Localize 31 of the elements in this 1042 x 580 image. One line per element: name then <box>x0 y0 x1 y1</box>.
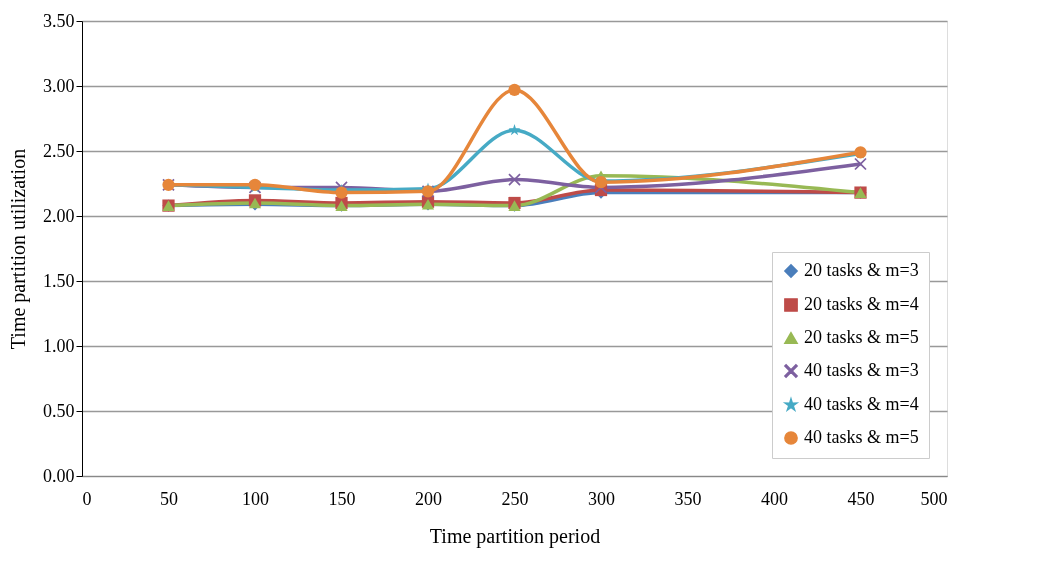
y-tick-label: 1.00 <box>43 335 75 356</box>
point <box>508 124 521 136</box>
x-tick-label: 150 <box>328 488 356 509</box>
y-tick-label: 3.00 <box>43 75 75 96</box>
point <box>335 186 348 199</box>
x-tick-label: 350 <box>674 488 702 509</box>
y-tick-label: 2.50 <box>43 140 75 161</box>
y-tick-label: 1.50 <box>43 270 75 291</box>
x-tick-label: 0 <box>82 488 92 509</box>
legend-label: 40 tasks & m=3 <box>804 360 919 380</box>
x-tick-label: 100 <box>242 488 269 509</box>
legend-label: 20 tasks & m=5 <box>804 327 919 347</box>
y-tick-label: 2.00 <box>43 205 75 226</box>
x-tick-label: 50 <box>160 488 178 509</box>
legend-label: 40 tasks & m=5 <box>804 427 919 447</box>
legend-label: 20 tasks & m=4 <box>804 294 919 314</box>
x-axis-title: Time partition period <box>429 524 601 548</box>
x-tick-label: 300 <box>588 488 615 509</box>
y-tick-label: 0.50 <box>43 400 75 421</box>
x-tick-label: 200 <box>415 488 442 509</box>
x-tick-label: 400 <box>761 488 788 509</box>
point <box>508 173 521 186</box>
y-tick-label: 3.50 <box>43 10 75 31</box>
x-tick-label: 500 <box>920 488 948 509</box>
y-axis-title: Time partition utilization <box>7 148 30 350</box>
legend-label: 40 tasks & m=4 <box>804 394 919 414</box>
x-tick-label: 250 <box>501 488 529 509</box>
legend-label: 20 tasks & m=3 <box>804 260 919 280</box>
x-tick-label: 450 <box>847 488 875 509</box>
point <box>508 83 521 97</box>
y-tick-label: 0.00 <box>43 465 75 486</box>
